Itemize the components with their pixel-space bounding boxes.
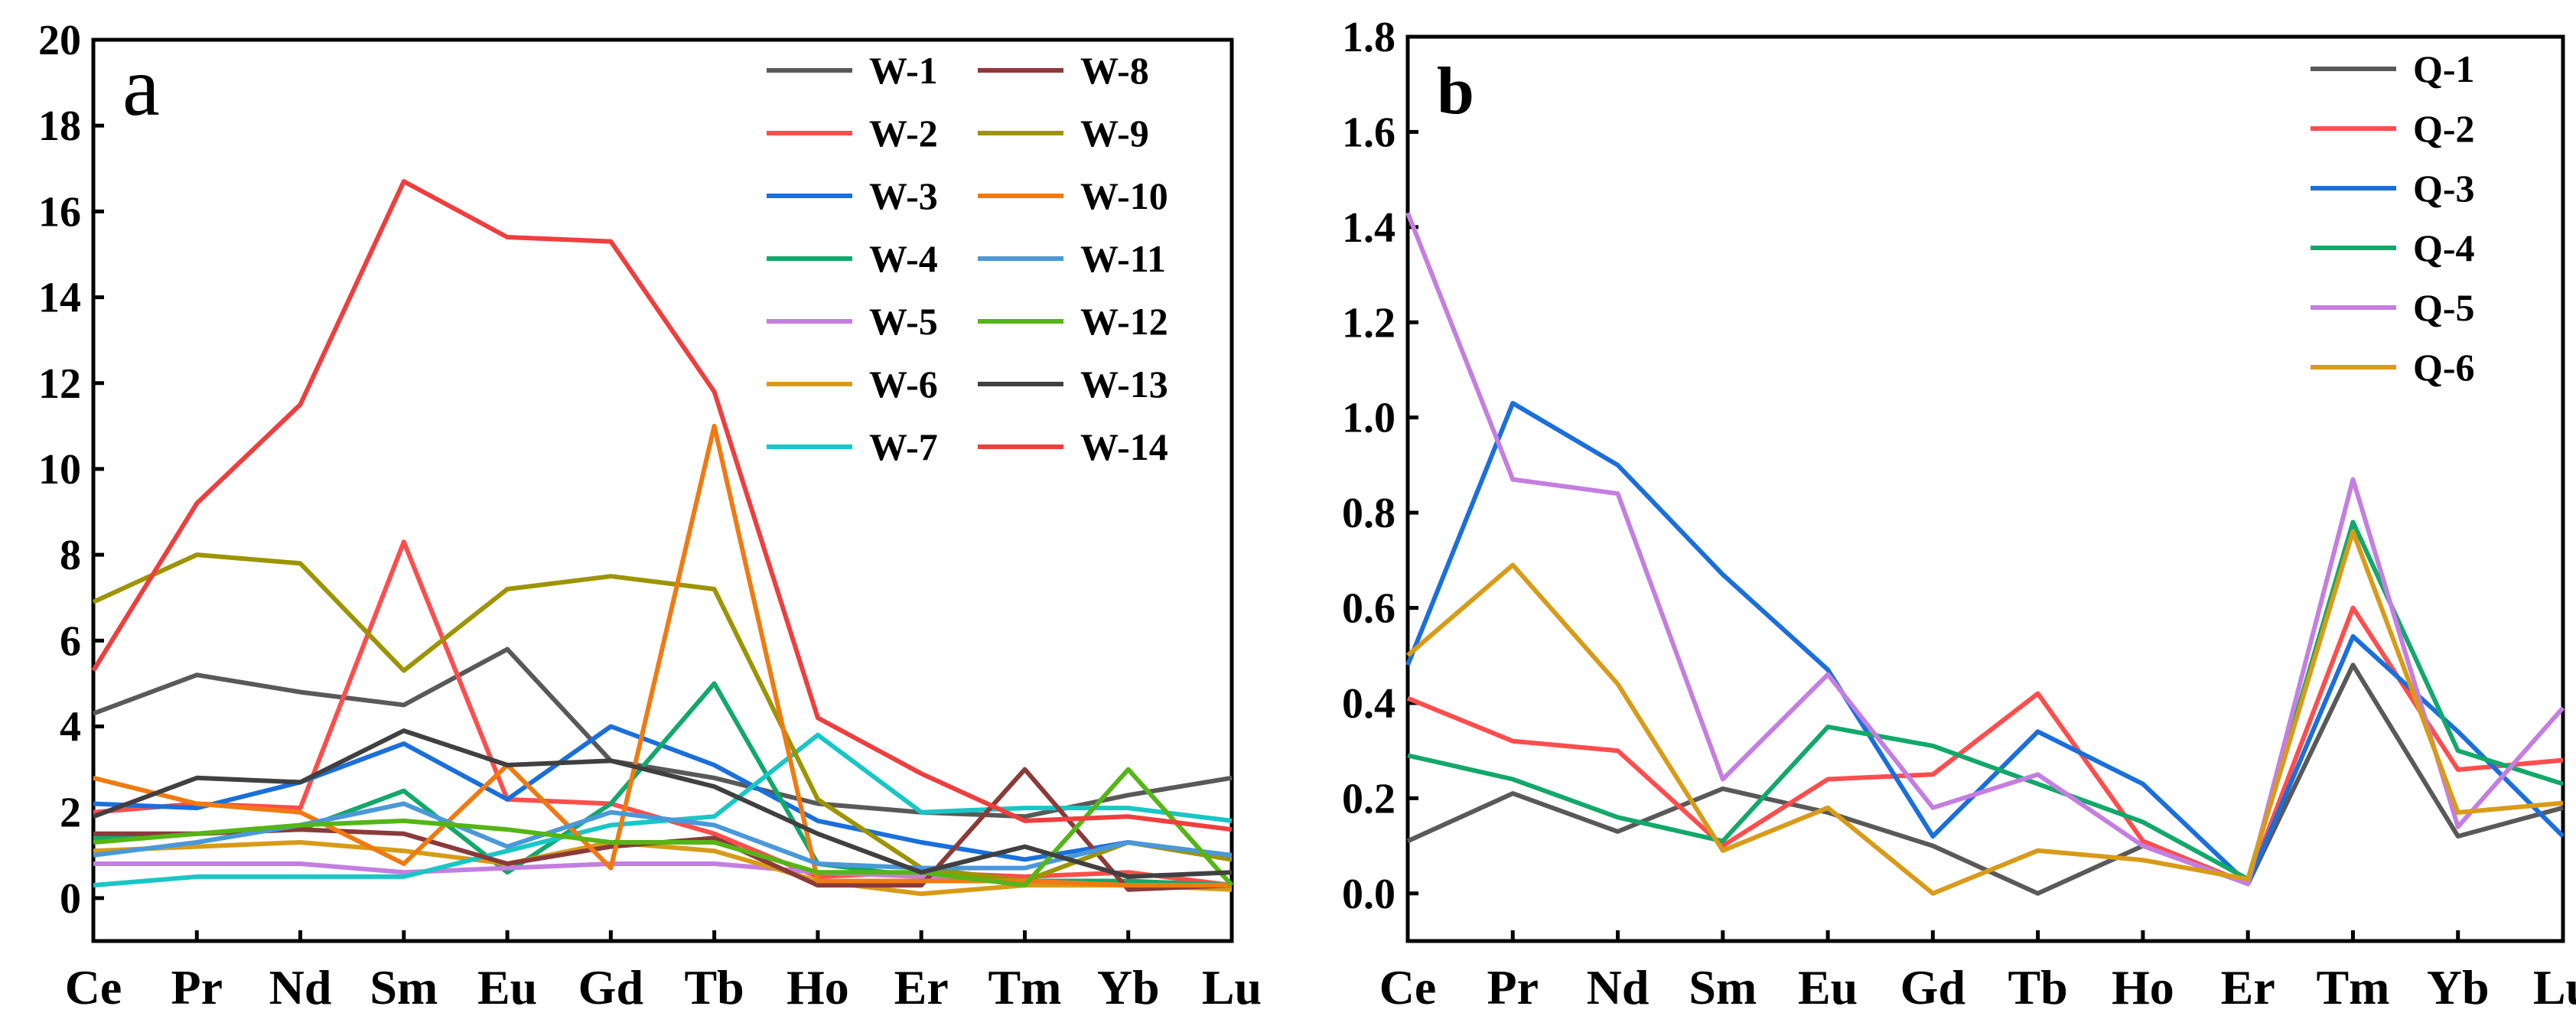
legend-label: W-6 xyxy=(869,363,938,405)
legend-label: W-3 xyxy=(869,174,938,217)
x-tick-label: Lu xyxy=(2533,960,2576,1014)
x-tick-label: Ce xyxy=(1379,960,1437,1014)
x-tick-label: Yb xyxy=(1097,960,1160,1014)
legend-label: W-14 xyxy=(1080,425,1168,468)
y-tick-label: 8 xyxy=(60,532,81,579)
x-tick-label: Eu xyxy=(1798,960,1858,1014)
y-tick-label: 0.2 xyxy=(1342,775,1395,822)
x-tick-label: Gd xyxy=(1900,960,1965,1014)
x-tick-label: Yb xyxy=(2427,960,2490,1014)
y-tick-label: 1.4 xyxy=(1342,204,1395,252)
x-tick-label: Nd xyxy=(269,960,332,1014)
series-line-w-1 xyxy=(92,646,1233,819)
x-tick-label: Ce xyxy=(65,960,122,1014)
legend-label: Q-6 xyxy=(2413,346,2475,389)
plot-frame xyxy=(1405,34,2565,943)
x-tick-label: Nd xyxy=(1587,960,1649,1014)
x-tick-label: Eu xyxy=(477,960,537,1014)
panel-label: b xyxy=(1437,54,1474,129)
y-tick-label: 0.0 xyxy=(1342,871,1395,918)
x-tick-label: Lu xyxy=(1202,960,1262,1014)
series-line-q-2 xyxy=(1406,605,2564,887)
x-tick-label: Tb xyxy=(2008,960,2067,1014)
y-tick-label: 0.8 xyxy=(1342,490,1395,537)
series-line-q-4 xyxy=(1407,519,2564,882)
y-tick-label: 18 xyxy=(38,103,81,150)
x-tick-label: Sm xyxy=(370,960,438,1014)
legend-label: W-9 xyxy=(1080,112,1149,155)
series-line-q-5 xyxy=(1405,212,2565,887)
x-tick-label: Pr xyxy=(1487,960,1539,1014)
series-line-w-14 xyxy=(91,179,1233,832)
x-tick-label: Er xyxy=(894,960,949,1014)
y-tick-label: 2 xyxy=(60,790,81,837)
series-line-w-6 xyxy=(93,840,1233,897)
legend-label: W-8 xyxy=(1080,49,1149,92)
plot-frame xyxy=(91,37,1234,943)
series-line-q-3 xyxy=(1405,401,2565,887)
y-tick-label: 10 xyxy=(38,446,81,493)
y-tick-label: 0.6 xyxy=(1342,585,1395,633)
x-tick-label: Tm xyxy=(2316,960,2389,1014)
y-tick-label: 16 xyxy=(38,188,81,236)
legend-label: W-2 xyxy=(869,112,938,155)
x-tick-label: Pr xyxy=(171,960,223,1014)
x-tick-label: Tb xyxy=(684,960,744,1014)
series-line-w-12 xyxy=(93,767,1234,888)
y-tick-label: 0 xyxy=(60,875,81,923)
legend-label: W-10 xyxy=(1080,174,1168,217)
legend-label: W-11 xyxy=(1080,237,1166,280)
y-tick-label: 12 xyxy=(38,360,81,408)
x-tick-label: Sm xyxy=(1689,960,1757,1014)
legend-label: W-5 xyxy=(869,300,938,343)
series-line-w-13 xyxy=(92,728,1233,879)
legend-label: W-12 xyxy=(1080,300,1168,343)
chart-panel-b: 0.0 0.2 0.4 0.6 0.8 1.0 1.2 1.4 1.6 1.8 Ce Pr Nd Sm Eu… xyxy=(1342,14,2576,1014)
x-tick-label: Er xyxy=(2221,960,2275,1014)
x-tick-label: Ho xyxy=(2112,960,2174,1014)
legend-label: Q-4 xyxy=(2413,226,2475,269)
x-tick-label: Tm xyxy=(988,960,1061,1014)
series-line-q-6 xyxy=(1406,529,2564,896)
y-tick-label: 1.8 xyxy=(1342,14,1395,61)
y-tick-label: 0.4 xyxy=(1342,680,1395,728)
y-tick-label: 14 xyxy=(38,275,81,322)
legend-label: W-4 xyxy=(869,237,938,280)
legend-label: Q-3 xyxy=(2413,167,2475,210)
legend-label: Q-1 xyxy=(2413,47,2475,90)
legend-label: W-7 xyxy=(869,425,938,468)
legend-label: W-1 xyxy=(869,49,938,92)
series-line-w-10 xyxy=(93,423,1232,888)
y-tick-label: 1.0 xyxy=(1342,395,1395,442)
series-line-w-9 xyxy=(92,552,1233,884)
x-tick-label: Ho xyxy=(786,960,849,1014)
y-tick-label: 4 xyxy=(60,704,81,751)
legend-label: Q-5 xyxy=(2413,286,2475,329)
y-tick-label: 6 xyxy=(60,617,81,665)
legend-label: W-13 xyxy=(1080,363,1168,405)
panel-label: a xyxy=(122,40,160,133)
y-tick-label: 1.6 xyxy=(1342,109,1395,156)
series-line-q-1 xyxy=(1406,663,2564,896)
chart-panel-a: 0 2 4 6 8 10 12 14 16 18 20 Ce Pr Nd Sm Eu Gd Tb Ho Er Tm Yb L… xyxy=(38,17,1262,1014)
y-tick-label: 20 xyxy=(38,17,81,64)
y-tick-label: 1.2 xyxy=(1342,299,1395,347)
legend-label: Q-2 xyxy=(2413,107,2475,150)
x-tick-label: Gd xyxy=(578,960,643,1014)
series-line-w-2 xyxy=(93,539,1233,888)
